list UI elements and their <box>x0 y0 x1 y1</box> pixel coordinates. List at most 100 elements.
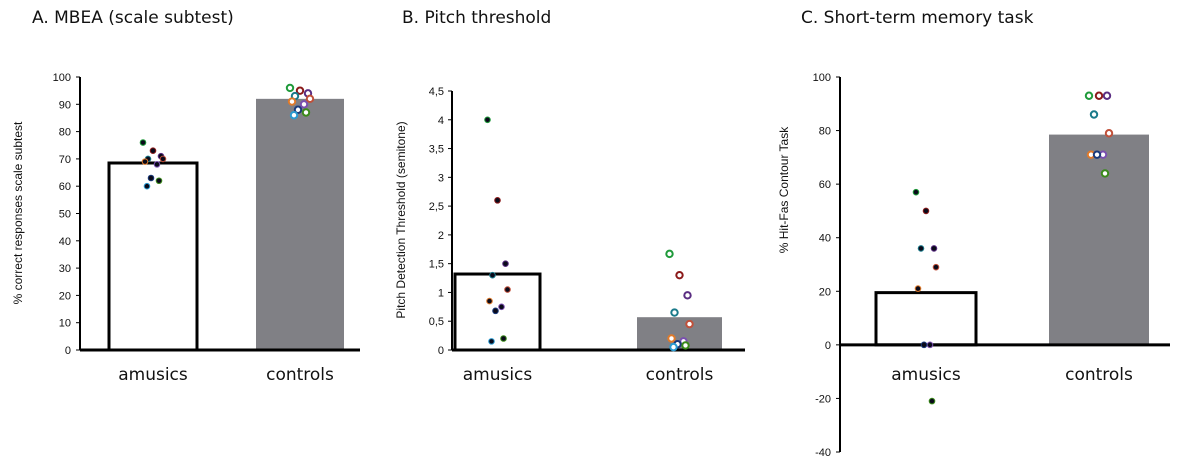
data-point-controls <box>285 83 295 93</box>
data-point-controls <box>1092 150 1102 159</box>
data-point-amusics <box>492 307 499 315</box>
chart-title: B. Pitch threshold <box>402 8 552 28</box>
data-point-controls <box>301 108 311 117</box>
y-tick-label: 1 <box>438 287 444 299</box>
data-point-amusics <box>928 397 936 405</box>
category-label: amusics <box>463 365 533 385</box>
chart-title: A. MBEA (scale subtest) <box>32 8 234 28</box>
y-axis-label: % Hit-Fas Contour Task <box>777 126 791 253</box>
y-tick-label: 0 <box>825 340 831 352</box>
bar-amusics <box>107 161 199 352</box>
bar-controls <box>256 98 344 350</box>
panel-short-term-memory: C. Short-term memory task -40 -20 0 20 40 60 8… <box>760 0 1177 459</box>
y-tick-label: 100 <box>53 72 71 84</box>
y-tick-label: 2 <box>438 230 444 242</box>
y-tick-label: 4,5 <box>429 86 444 98</box>
data-point-amusics <box>932 263 940 271</box>
y-tick-label: 60 <box>59 181 71 193</box>
data-point-controls <box>289 111 299 120</box>
data-point-amusics <box>912 188 920 196</box>
data-point-controls <box>675 270 684 280</box>
data-point-amusics <box>926 341 934 349</box>
data-point-amusics <box>143 182 151 190</box>
y-tick-label: 20 <box>819 286 831 298</box>
category-label: controls <box>1065 365 1133 385</box>
y-tick-label: 0,5 <box>429 316 444 328</box>
y-tick-label: 4 <box>438 115 444 127</box>
data-point-controls <box>685 319 694 329</box>
data-point-controls <box>1102 91 1112 100</box>
data-point-controls <box>669 342 678 352</box>
data-point-amusics <box>141 158 149 165</box>
data-point-controls <box>1100 169 1110 178</box>
panel-mbea: A. MBEA (scale subtest) 0 10 20 30 40 50 60 70 8… <box>0 0 380 459</box>
data-point-amusics <box>155 177 163 185</box>
data-point-amusics <box>147 174 155 182</box>
data-point-amusics <box>159 155 167 163</box>
chart-mbea: 0 10 20 30 40 50 60 70 80 90 100 amusics controls % c… <box>11 72 360 385</box>
category-label: controls <box>646 365 714 385</box>
data-point-amusics <box>504 286 511 293</box>
y-tick-label: 3 <box>438 172 444 184</box>
data-point-controls <box>295 86 305 95</box>
data-point-controls <box>667 334 676 343</box>
bar-controls <box>1049 134 1149 345</box>
y-tick-label: 100 <box>813 72 831 84</box>
data-point-amusics <box>488 338 495 345</box>
y-tick-label: 2,5 <box>429 201 444 213</box>
data-point-controls <box>681 341 690 350</box>
category-label: amusics <box>118 365 188 385</box>
data-point-amusics <box>502 260 509 267</box>
y-tick-label: 40 <box>59 236 71 248</box>
y-tick-label: 30 <box>59 263 71 275</box>
y-tick-label: 80 <box>819 126 831 138</box>
data-point-amusics <box>917 245 925 252</box>
data-point-amusics <box>139 139 147 146</box>
y-tick-label: 20 <box>59 290 71 302</box>
data-point-controls <box>683 291 692 300</box>
chart-short-term-memory: -40 -20 0 20 40 60 80 100 amusics controls % Hit-F… <box>777 72 1170 459</box>
panel-pitch-threshold: B. Pitch threshold 0 0,5 1 1,5 2 2,5 3 3,5 4 4,5 a… <box>380 0 760 459</box>
y-tick-label: 10 <box>59 318 71 330</box>
y-tick-label: -20 <box>815 393 831 405</box>
data-point-amusics <box>930 245 938 252</box>
data-point-amusics <box>489 271 496 279</box>
data-point-amusics <box>486 297 493 305</box>
data-point-controls <box>1094 91 1104 100</box>
data-point-amusics <box>149 147 157 155</box>
y-tick-label: 60 <box>819 179 831 191</box>
y-tick-label: 50 <box>59 209 71 221</box>
data-point-amusics <box>494 197 501 204</box>
y-tick-label: 90 <box>59 99 71 111</box>
data-point-amusics <box>914 285 922 292</box>
data-point-controls <box>287 97 297 106</box>
category-label: controls <box>266 365 334 385</box>
category-label: amusics <box>891 365 961 385</box>
data-point-controls <box>299 100 309 109</box>
y-tick-label: 1,5 <box>429 259 444 271</box>
data-point-amusics <box>484 116 491 124</box>
y-tick-label: 0 <box>438 345 444 357</box>
data-point-controls <box>1084 91 1094 100</box>
data-point-amusics <box>498 303 505 311</box>
chart-title: C. Short-term memory task <box>801 8 1034 28</box>
y-tick-label: 3,5 <box>429 144 444 156</box>
y-axis-label: Pitch Detection Threshold (semitone) <box>394 121 408 318</box>
data-point-controls <box>670 308 679 317</box>
y-tick-label: -40 <box>815 447 831 459</box>
data-point-controls <box>1089 110 1099 119</box>
data-point-amusics <box>153 161 161 168</box>
data-point-controls <box>1104 129 1114 138</box>
y-tick-label: 70 <box>59 154 71 166</box>
data-point-amusics <box>920 341 928 349</box>
data-point-controls <box>305 94 315 104</box>
data-point-amusics <box>500 335 507 342</box>
bar-amusics <box>874 291 978 347</box>
data-point-controls <box>665 249 674 259</box>
y-axis-label: % correct responses scale subtest <box>11 121 25 304</box>
data-point-amusics <box>922 207 930 215</box>
chart-pitch-threshold: 0 0,5 1 1,5 2 2,5 3 3,5 4 4,5 amusics controls Pitch… <box>394 86 745 385</box>
y-tick-label: 40 <box>819 233 831 245</box>
y-tick-label: 0 <box>65 345 71 357</box>
data-point-controls <box>293 105 303 114</box>
